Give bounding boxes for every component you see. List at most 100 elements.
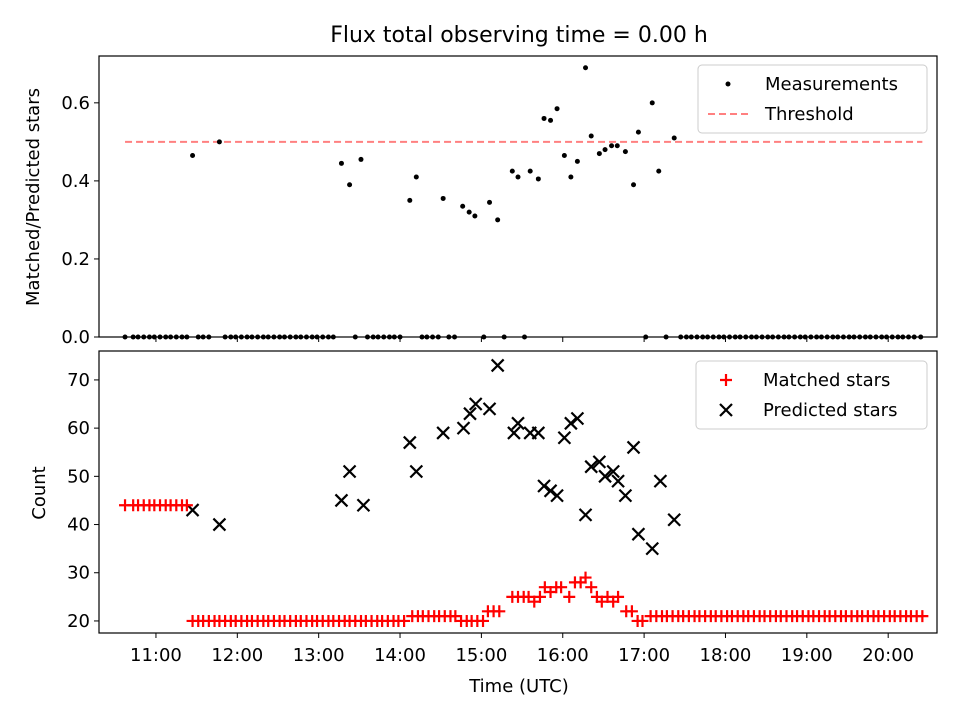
matched-point: [636, 614, 649, 627]
measurement-point: [460, 203, 466, 209]
matched-point: [493, 605, 506, 618]
predicted-point: [511, 416, 525, 431]
measurement-point: [588, 133, 594, 139]
measurement-point: [347, 182, 353, 188]
predicted-point: [403, 435, 417, 450]
matched-point: [533, 590, 546, 603]
predicted-point: [618, 488, 633, 503]
measurement-point: [527, 168, 533, 174]
measurement-point: [596, 151, 602, 157]
matched-point: [579, 571, 592, 584]
y-tick-label: 70: [67, 370, 90, 391]
measurement-point: [602, 147, 608, 153]
x-tick-label: 12:00: [211, 645, 263, 666]
measurement-point: [541, 115, 547, 121]
measurement-point: [583, 65, 589, 71]
measurement-point: [561, 153, 567, 159]
legend-matched-label: Matched stars: [763, 370, 890, 391]
bottom-y-axis: 20 30 40 50 60 70: [67, 370, 99, 632]
predicted-point: [537, 479, 551, 493]
top-legend: Measurements Threshold: [697, 64, 928, 134]
measurement-point: [649, 100, 655, 106]
y-tick-label: 50: [67, 466, 90, 487]
predicted-point: [436, 426, 450, 440]
top-plot: 0.0 0.2 0.4 0.6 Matched/Predicted stars Mea…: [23, 55, 938, 348]
matched-point: [585, 581, 598, 594]
top-y-axis: 0.0 0.2 0.4 0.6: [61, 93, 99, 348]
measurement-point: [609, 143, 615, 149]
bottom-x-axis: 11:00 12:00 13:00 14:00 15:00 16:00 17:00 18:00…: [130, 633, 914, 666]
matched-point: [477, 614, 490, 627]
legend-threshold-label: Threshold: [764, 104, 854, 125]
measurement-point: [515, 174, 521, 180]
y-tick-label: 0.6: [61, 93, 90, 114]
measurement-point: [407, 197, 413, 203]
predicted-point: [550, 488, 564, 503]
measurement-point: [568, 174, 574, 180]
measurement-point: [614, 143, 620, 149]
predicted-point: [456, 421, 471, 435]
predicted-point: [653, 474, 668, 488]
bottom-legend: Matched stars Predicted stars: [695, 360, 928, 430]
bottom-plot: 20 30 40 50 60 70 11:00 12:00 13:00 14:00 15:00 16…: [29, 350, 938, 697]
predicted-point: [584, 459, 599, 474]
measurement-point: [548, 117, 554, 123]
predicted-point: [564, 416, 578, 431]
measurement-point: [358, 156, 364, 162]
top-plot-frame: [98, 55, 938, 338]
x-tick-label: 14:00: [374, 645, 426, 666]
x-tick-label: 15:00: [455, 645, 507, 666]
bottom-plot-marks: [119, 358, 929, 627]
predicted-point: [557, 430, 572, 445]
x-axis-label: Time (UTC): [468, 676, 569, 697]
measurement-point: [509, 168, 515, 174]
measurement-point: [631, 182, 637, 188]
measurement-point: [338, 160, 344, 166]
measurement-point: [466, 209, 472, 215]
y-tick-label: 20: [67, 611, 90, 632]
y-tick-label: 0.0: [61, 327, 90, 348]
predicted-point: [490, 358, 505, 373]
y-tick-label: 0.4: [61, 171, 90, 192]
matched-point: [180, 499, 193, 512]
legend-matched-marker: [720, 374, 732, 386]
matched-point: [555, 581, 568, 594]
predicted-point: [482, 402, 497, 416]
measurement-point: [635, 129, 641, 135]
predicted-point: [667, 512, 681, 527]
matched-point: [563, 590, 576, 603]
x-tick-label: 19:00: [781, 645, 833, 666]
measurement-point: [487, 199, 493, 205]
predicted-point: [409, 464, 424, 479]
predicted-point: [645, 541, 660, 556]
predicted-point: [543, 484, 558, 498]
x-tick-label: 11:00: [130, 645, 182, 666]
legend-measurements-label: Measurements: [765, 74, 898, 95]
measurement-point: [622, 149, 628, 155]
predicted-point: [531, 426, 546, 440]
y-tick-label: 40: [67, 515, 90, 536]
predicted-point: [468, 397, 483, 411]
predicted-point: [626, 440, 641, 455]
x-tick-label: 20:00: [862, 645, 914, 666]
measurement-point: [216, 139, 222, 145]
measurement-point: [190, 153, 196, 159]
predicted-point: [212, 517, 227, 532]
predicted-point: [611, 474, 625, 488]
measurement-point: [440, 195, 446, 201]
y-tick-label: 60: [67, 418, 90, 439]
predicted-point: [578, 508, 593, 522]
matched-point: [398, 614, 411, 627]
predicted-point: [631, 527, 646, 541]
legend-predicted-marker: [719, 403, 733, 417]
predicted-point: [598, 469, 612, 484]
bottom-plot-frame: [98, 350, 938, 634]
predicted-point: [570, 411, 585, 426]
predicted-point: [463, 406, 477, 421]
predicted-point: [342, 464, 357, 479]
x-tick-label: 17:00: [618, 645, 670, 666]
chart-title: Flux total observing time = 0.00 h: [330, 23, 708, 48]
y-tick-label: 30: [67, 563, 90, 584]
predicted-point: [507, 426, 521, 440]
